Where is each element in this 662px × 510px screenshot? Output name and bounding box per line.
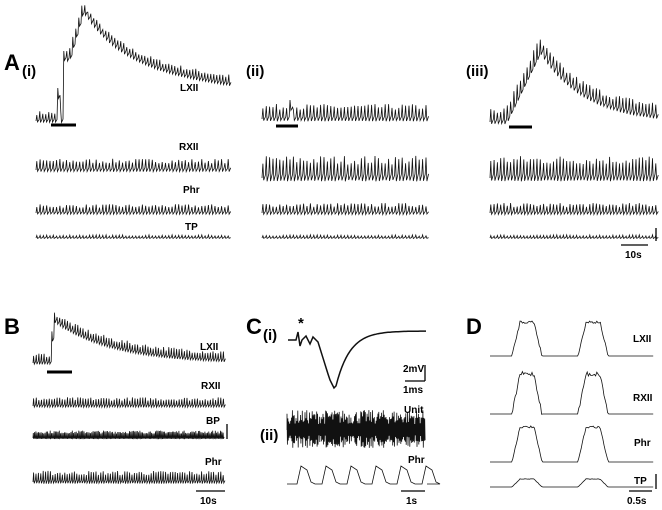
trace-c-spike: [288, 330, 426, 390]
label-b-phr: Phr: [205, 457, 222, 468]
trace-a2-phr: [261, 203, 429, 216]
trace-c-phr: [287, 465, 441, 485]
label-a1-phr: Phr: [183, 185, 200, 196]
trace-a3-lxii: [489, 39, 659, 126]
scale-label-b: 10s: [200, 496, 217, 507]
scale-label-c-bottom: 1s: [406, 496, 418, 507]
label-d-lxii: LXII: [633, 334, 652, 345]
panel-a-letter: A: [4, 50, 20, 75]
panel-c: C (i) (ii) * 2mV 1ms Unit Phr 1s: [246, 314, 441, 507]
panel-a-ii-label: (ii): [246, 63, 264, 80]
label-b-bp: BP: [206, 416, 220, 427]
label-c-phr: Phr: [408, 455, 425, 466]
panel-c-ii-label: (ii): [260, 427, 278, 444]
trace-b-lxii: [32, 312, 226, 366]
panel-d: D LXII RXII Phr TP 0.5s: [466, 314, 657, 507]
trace-a2-rxii: [261, 155, 429, 182]
trace-a1-tp: [35, 233, 231, 240]
trace-a3-rxii: [489, 156, 659, 182]
trace-a2-tp: [261, 233, 429, 240]
trace-b-bp: [32, 430, 225, 440]
label-d-tp: TP: [634, 476, 647, 487]
label-a1-rxii: RXII: [179, 142, 199, 153]
panel-a: A (i) (ii) (iii) LXII RXII Phr TP 10s: [4, 5, 659, 261]
spike-marker: *: [298, 315, 304, 332]
panel-b: B LXII RXII BP Phr 10s: [4, 312, 228, 507]
trace-a3-tp: [489, 233, 659, 240]
label-a1-lxii: LXII: [180, 83, 199, 94]
label-a1-tp: TP: [185, 222, 198, 233]
trace-d-lxii: [490, 320, 654, 357]
panel-a-i-label: (i): [22, 63, 36, 80]
trace-b-rxii: [32, 397, 226, 409]
trace-a2-lxii: [261, 99, 429, 123]
panel-c-i-label: (i): [263, 327, 277, 344]
trace-a1-lxii: [35, 5, 232, 124]
label-d-phr: Phr: [634, 438, 651, 449]
panel-b-letter: B: [4, 314, 20, 339]
scale-label-d: 0.5s: [627, 496, 647, 507]
trace-d-phr: [490, 425, 654, 463]
trace-a3-phr: [489, 202, 659, 217]
label-b-rxii: RXII: [201, 381, 221, 392]
trace-d-rxii: [490, 370, 654, 415]
trace-a1-rxii: [35, 158, 232, 174]
trace-c-unit: [286, 410, 426, 448]
panel-d-letter: D: [466, 314, 482, 339]
scale-label-a: 10s: [625, 250, 642, 261]
scale-label-c-voltage: 2mV: [403, 364, 424, 375]
trace-b-phr: [32, 470, 226, 485]
label-b-lxii: LXII: [200, 342, 219, 353]
panel-c-letter: C: [246, 314, 262, 339]
scale-label-c-time: 1ms: [403, 385, 423, 396]
trace-a1-phr: [35, 204, 232, 216]
label-c-unit: Unit: [404, 405, 424, 416]
label-d-rxii: RXII: [633, 393, 653, 404]
trace-d-tp: [490, 478, 654, 488]
panel-a-iii-label: (iii): [466, 63, 489, 80]
